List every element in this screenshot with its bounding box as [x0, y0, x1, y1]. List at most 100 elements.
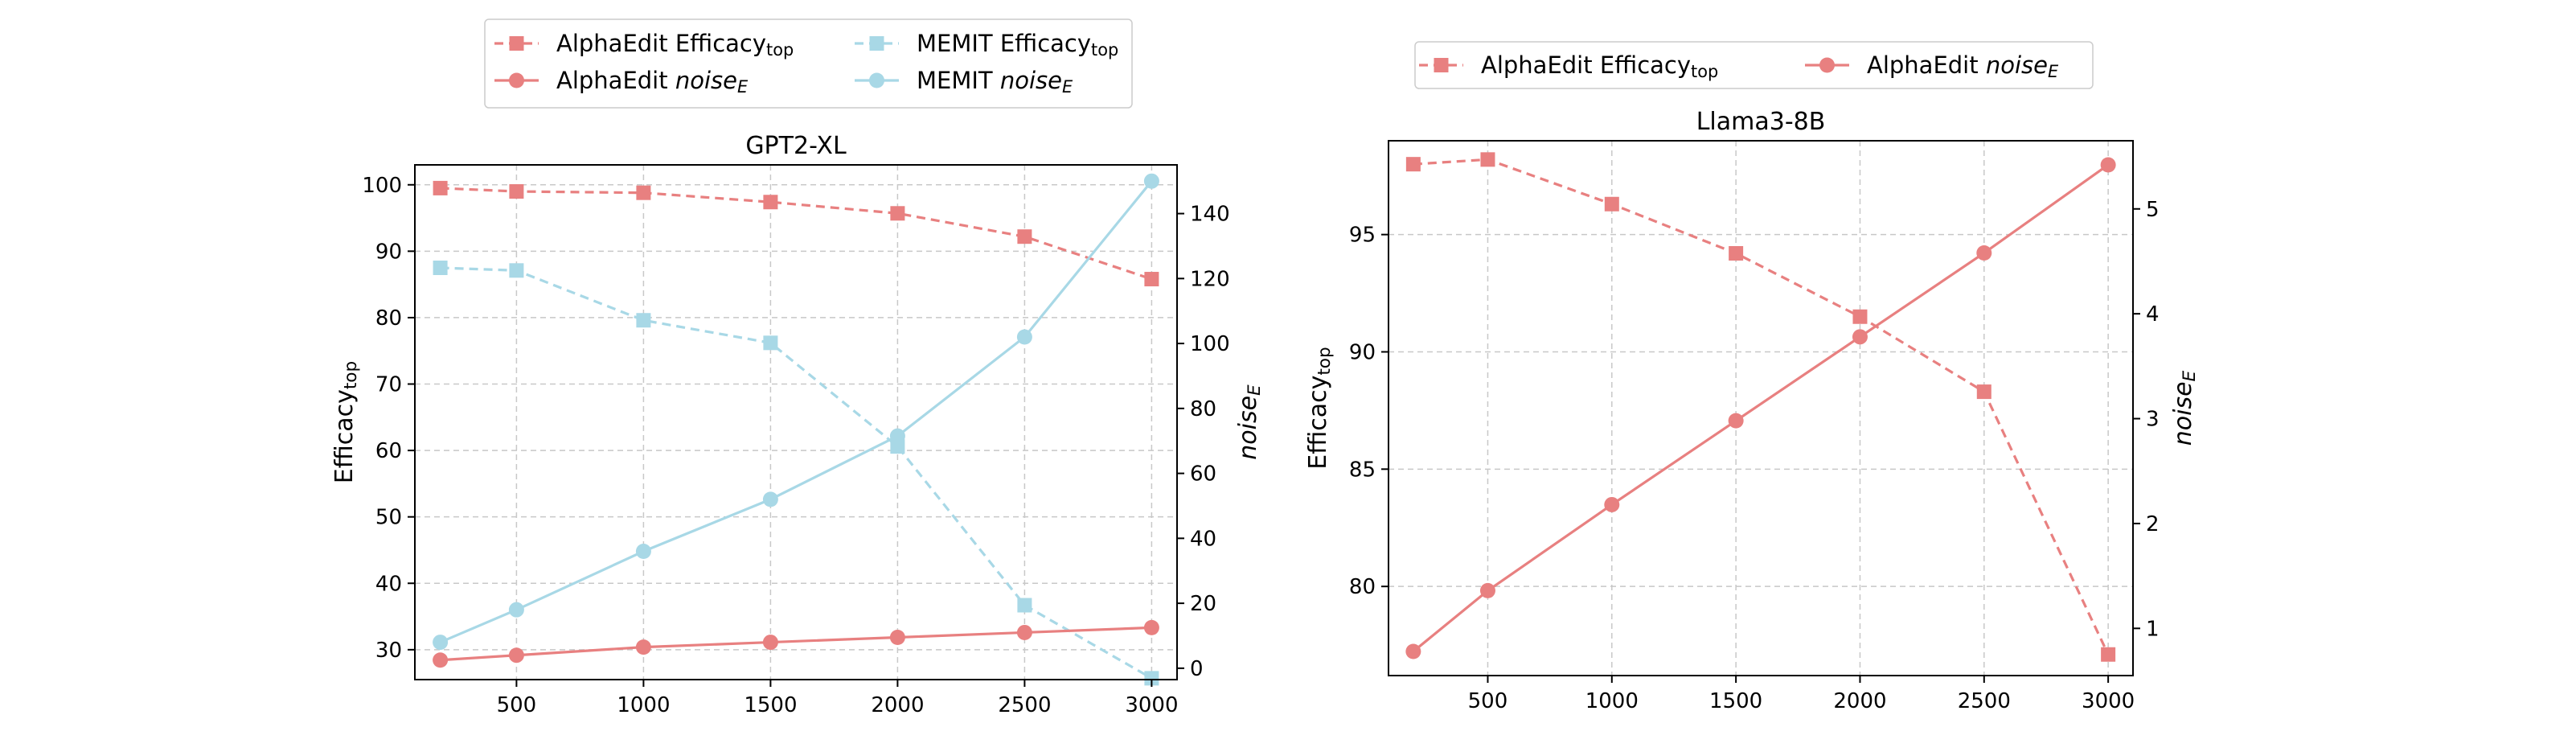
- legend-box: [484, 18, 1133, 109]
- data-point: [1143, 173, 1159, 189]
- y-tick-label: 80: [375, 306, 402, 331]
- legend-label: MEMIT Efficacytop: [917, 30, 1118, 60]
- y2-axis-label: noiseE: [1234, 384, 1265, 460]
- y2-tick-label: 60: [1190, 462, 1216, 487]
- data-point: [1016, 624, 1032, 640]
- data-point: [1729, 246, 1744, 261]
- series-line: [1412, 163, 2110, 653]
- y-tick-label: 95: [1349, 224, 1376, 248]
- legend-label: AlphaEdit noiseE: [556, 67, 749, 97]
- y2-tick-label: 4: [2146, 302, 2160, 327]
- y-tick-label: 40: [375, 572, 402, 596]
- y-tick-label: 60: [375, 439, 402, 463]
- grid: [1388, 141, 2133, 676]
- series-line: [439, 180, 1153, 644]
- legend-entry-alphaedit-efficacy-top: AlphaEdit Efficacytop: [1419, 51, 1718, 81]
- data-point: [1728, 413, 1744, 429]
- y-tick-label: 85: [1349, 458, 1376, 482]
- data-point: [1604, 196, 1619, 212]
- data-point: [635, 639, 651, 655]
- grid: [415, 165, 1177, 680]
- data-point: [1480, 152, 1495, 167]
- series-line: [440, 626, 1152, 662]
- data-point: [508, 647, 524, 664]
- legend-swatch-marker: [1434, 58, 1449, 72]
- y-tick-label: 50: [375, 506, 402, 530]
- legend-box: [1414, 41, 2094, 89]
- series-alphaedit-efficacy-top: [1405, 152, 2116, 662]
- y2-tick-label: 40: [1190, 527, 1216, 551]
- x-tick-label: 3000: [1125, 693, 1178, 717]
- data-point: [763, 335, 778, 351]
- series-memit-noise-e: [433, 173, 1159, 651]
- data-point: [889, 428, 905, 444]
- data-point: [890, 439, 905, 454]
- x-tick-label: 2500: [998, 693, 1051, 717]
- y2-tick-label: 20: [1190, 592, 1216, 616]
- y-tick-label: 90: [1349, 341, 1376, 365]
- legend-entry-alphaedit-efficacy-top: AlphaEdit Efficacytop: [494, 30, 794, 60]
- data-point: [763, 195, 778, 210]
- data-point: [1017, 229, 1032, 244]
- y2-tick-label: 0: [1190, 657, 1204, 681]
- data-point: [509, 184, 524, 199]
- x-tick-label: 1000: [617, 693, 670, 717]
- legend-label: AlphaEdit Efficacytop: [556, 30, 794, 60]
- data-point: [1144, 671, 1159, 686]
- data-point: [1852, 329, 1868, 345]
- legend-label: AlphaEdit noiseE: [1867, 51, 2059, 81]
- legend-swatch-marker: [1819, 57, 1835, 73]
- y-axis-left: 30 40 50 60 70 80 90 100: [362, 174, 415, 663]
- legend: AlphaEdit Efficacytop AlphaEdit noiseE MEM…: [484, 18, 1133, 109]
- y2-tick-label: 5: [2146, 198, 2160, 222]
- y-axis-label: Efficacytop: [330, 361, 361, 483]
- x-axis: 500 1000 1500 2000 2500 3000: [497, 680, 1178, 717]
- y-axis-right: 0 20 40 60 80 100 120 140: [1177, 203, 1230, 681]
- y2-tick-label: 1: [2146, 617, 2160, 641]
- y-tick-label: 80: [1349, 575, 1376, 599]
- data-point: [433, 635, 449, 651]
- chart-gpt2-xl: 500 1000 1500 2000 2500 300030405060708090100…: [330, 18, 1265, 717]
- x-tick-label: 1500: [744, 693, 797, 717]
- legend-label: MEMIT noiseE: [917, 67, 1073, 97]
- data-point: [433, 180, 448, 195]
- series-line: [440, 266, 1153, 680]
- data-point: [890, 206, 905, 221]
- y-axis-left: 80 85 90 95: [1349, 224, 1388, 599]
- data-point: [635, 544, 651, 560]
- data-point: [762, 491, 778, 507]
- series-alphaedit-noise-e: [433, 619, 1159, 668]
- y2-axis-label: noiseE: [2169, 370, 2200, 446]
- data-point: [762, 635, 778, 651]
- data-point: [1405, 157, 1421, 172]
- data-point: [1144, 272, 1159, 287]
- x-axis: 500 1000 1500 2000 2500 3000: [1468, 676, 2135, 713]
- data-point: [508, 602, 524, 618]
- legend: AlphaEdit Efficacytop AlphaEdit noiseE: [1414, 41, 2094, 89]
- legend-entry-memit-efficacy-top: MEMIT Efficacytop: [855, 30, 1118, 60]
- legend-entry-alphaedit-noise-e: AlphaEdit noiseE: [494, 67, 749, 97]
- y2-tick-label: 3: [2146, 408, 2160, 432]
- legend-entry-memit-noise-e: MEMIT noiseE: [855, 67, 1073, 97]
- series-line: [440, 187, 1152, 281]
- data-point: [433, 652, 449, 668]
- data-point: [2101, 647, 2116, 662]
- data-point: [636, 313, 651, 328]
- x-tick-label: 2000: [1833, 689, 1886, 713]
- plot-frame: [414, 164, 1178, 680]
- x-tick-label: 500: [497, 693, 537, 717]
- data-point: [1143, 619, 1159, 635]
- y2-tick-label: 2: [2146, 512, 2160, 536]
- data-point: [1016, 329, 1032, 345]
- data-point: [889, 630, 905, 646]
- data-point: [1976, 245, 1992, 261]
- data-point: [1017, 598, 1032, 613]
- y-axis-right: 1 2 3 4 5: [2133, 198, 2160, 641]
- y-tick-label: 70: [375, 373, 402, 397]
- y-tick-label: 90: [375, 240, 402, 264]
- series-alphaedit-efficacy-top: [433, 180, 1159, 287]
- chart-title: GPT2-XL: [745, 132, 847, 160]
- legend-entry-alphaedit-noise-e: AlphaEdit noiseE: [1805, 51, 2059, 81]
- y-tick-label: 100: [362, 174, 402, 198]
- x-tick-label: 500: [1468, 689, 1508, 713]
